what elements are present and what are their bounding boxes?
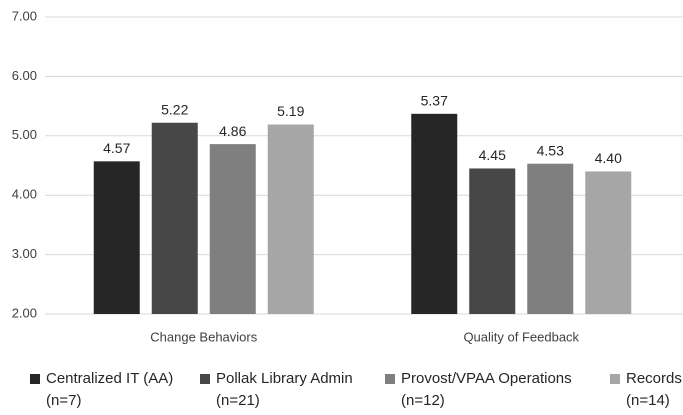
value-label: 4.45 xyxy=(479,147,506,163)
value-label: 4.86 xyxy=(219,123,246,139)
legend-label: Pollak Library Admin (n=21) xyxy=(216,370,353,409)
x-tick-label: Quality of Feedback xyxy=(463,329,579,344)
legend-item: Records (n=14) xyxy=(610,368,682,412)
bar xyxy=(411,113,458,315)
legend-label: Records (n=14) xyxy=(626,370,682,409)
value-label: 4.53 xyxy=(537,142,564,158)
value-label: 5.22 xyxy=(161,101,188,117)
legend-item: Provost/VPAA Operations (n=12) xyxy=(385,368,572,412)
legend-item: Centralized IT (AA) (n=7) xyxy=(30,368,173,412)
y-tick-label: 5.00 xyxy=(12,127,37,142)
y-tick-label: 2.00 xyxy=(12,305,37,320)
legend-label: Provost/VPAA Operations (n=12) xyxy=(401,370,572,409)
bar xyxy=(93,161,140,314)
value-label: 4.40 xyxy=(595,150,622,166)
legend-item: Pollak Library Admin (n=21) xyxy=(200,368,353,412)
bar xyxy=(267,124,314,314)
value-label: 5.37 xyxy=(421,93,448,109)
bar xyxy=(151,122,198,315)
legend-swatch xyxy=(385,374,395,384)
y-tick-label: 7.00 xyxy=(12,8,37,23)
y-tick-label: 4.00 xyxy=(12,187,37,202)
legend-swatch xyxy=(30,374,40,384)
value-label: 5.19 xyxy=(277,103,304,119)
chart: 2.00 3.00 4.00 5.00 6.00 7.00 Change Behaviors… xyxy=(12,8,683,344)
bar xyxy=(209,144,256,314)
legend-swatch xyxy=(200,374,210,384)
bar xyxy=(469,168,516,314)
y-tick-label: 3.00 xyxy=(12,246,37,261)
x-tick-label: Change Behaviors xyxy=(150,329,257,344)
bar xyxy=(527,163,574,314)
y-tick-label: 6.00 xyxy=(12,68,37,83)
legend-swatch xyxy=(610,374,620,384)
bar xyxy=(585,171,632,314)
legend-label: Centralized IT (AA) (n=7) xyxy=(46,370,174,409)
value-label: 4.57 xyxy=(103,140,130,156)
